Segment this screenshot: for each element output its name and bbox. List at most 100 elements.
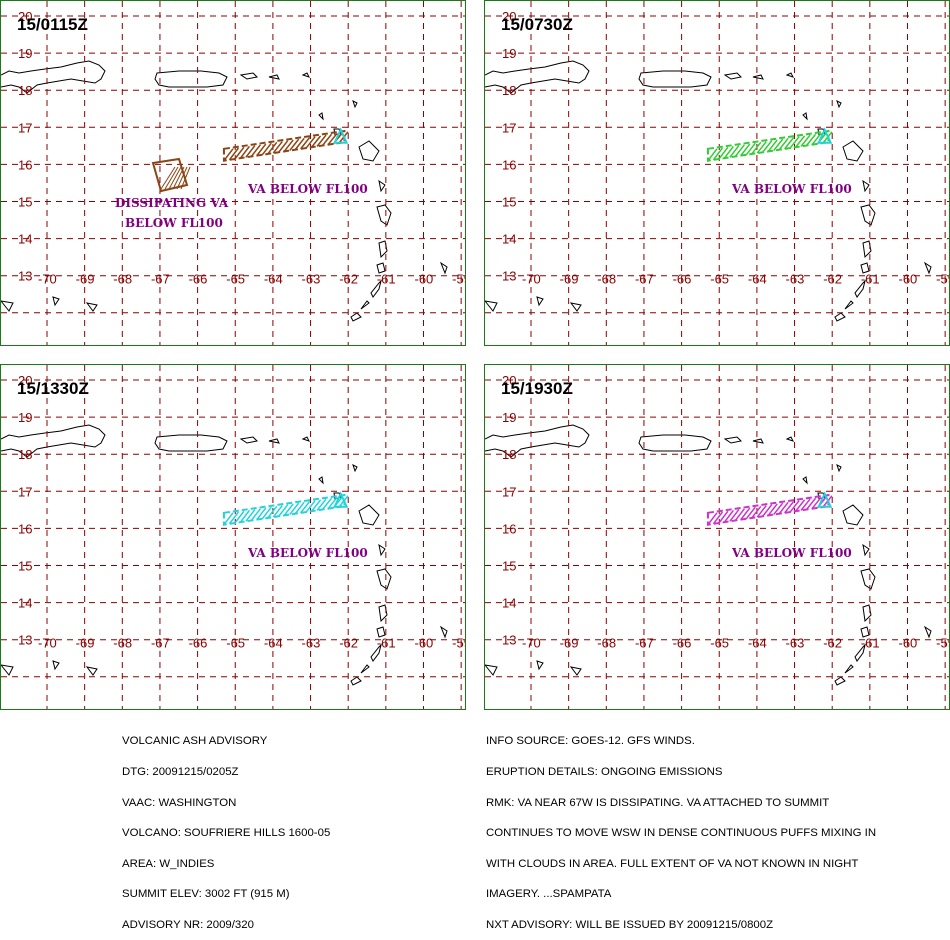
coastline	[52, 296, 60, 307]
ash-hatch	[272, 141, 283, 154]
lon-label: -67	[635, 271, 654, 286]
ash-hatch	[305, 500, 316, 513]
lat-label: 14	[18, 596, 32, 611]
ash-hatch	[729, 145, 740, 158]
ash-hatch	[762, 504, 773, 517]
coastline	[923, 261, 932, 275]
lon-label: -70	[38, 271, 57, 286]
ash-hatch	[267, 141, 278, 155]
lon-label: -59	[936, 271, 950, 286]
ash-hatch	[180, 166, 191, 190]
ash-hatch	[723, 509, 734, 523]
lon-label: -68	[113, 635, 132, 650]
coastline	[485, 300, 498, 312]
ash-hatch	[316, 498, 327, 511]
coastline	[318, 476, 324, 485]
lat-label: 14	[502, 232, 516, 247]
coastline	[239, 72, 259, 80]
coastline	[360, 664, 370, 674]
ash-hatch	[767, 503, 778, 516]
lon-label: -62	[339, 271, 358, 286]
coastline	[785, 72, 794, 78]
coastline	[352, 100, 358, 109]
lat-label: 20	[502, 9, 516, 24]
coastline	[268, 74, 280, 80]
advisory-line: AREA: W_INDIES	[122, 857, 215, 870]
lon-label: -68	[597, 271, 616, 286]
ash-hatch	[256, 143, 267, 157]
lat-label: 14	[18, 232, 32, 247]
ash-hatch	[256, 507, 267, 521]
lon-label: -68	[597, 635, 616, 650]
lon-label: -66	[673, 271, 692, 286]
lon-label: -62	[339, 635, 358, 650]
coastline	[154, 70, 228, 88]
coastline	[802, 476, 808, 485]
lat-label: 14	[502, 596, 516, 611]
lon-label: -64	[748, 271, 767, 286]
lat-label: 20	[18, 9, 32, 24]
lat-label: 13	[18, 269, 32, 284]
coastline	[85, 302, 98, 312]
coastline	[1, 300, 14, 312]
coastline	[154, 434, 228, 452]
ash-hatch	[707, 512, 718, 526]
ash-hatch	[773, 138, 784, 152]
lon-label: -64	[264, 271, 283, 286]
coastline	[350, 312, 362, 322]
lat-label: 18	[502, 83, 516, 98]
lon-label: -62	[823, 635, 842, 650]
coastline	[860, 204, 876, 226]
advisory-text-left: VOLCANIC ASH ADVISORY DTG: 20091215/0205…	[122, 716, 330, 940]
ash-hatch	[805, 133, 817, 146]
coastline	[376, 626, 386, 638]
ash-hatch	[272, 505, 283, 518]
lat-label: 19	[18, 410, 32, 425]
panel-time-label: 15/0115Z	[17, 15, 88, 34]
lon-label: -68	[113, 271, 132, 286]
lon-label: -65	[226, 271, 245, 286]
ash-hatch	[310, 499, 322, 512]
volcano-icon	[333, 491, 349, 508]
ash-hatch	[756, 505, 767, 518]
coastline	[52, 660, 60, 671]
coastline	[378, 543, 386, 557]
coastline	[301, 436, 310, 442]
lon-label: -59	[452, 635, 466, 650]
map-canvas: 20 19 18 17 16 15 14 13 -70 -69 -68 -67 -66 -65 -64 -63…	[485, 1, 950, 345]
coastline	[569, 666, 582, 676]
coastline	[376, 262, 386, 274]
ash-hatch	[321, 497, 333, 510]
ash-hatch	[789, 136, 800, 149]
coastline	[844, 300, 854, 310]
ash-hatch	[811, 132, 822, 146]
ash-hatch	[712, 511, 724, 525]
coastline	[358, 140, 380, 162]
lon-label: -69	[560, 635, 579, 650]
coastline	[862, 543, 870, 557]
advisory-text-right: INFO SOURCE: GOES-12. GFS WINDS. ERUPTIO…	[486, 716, 876, 940]
ash-hatch	[723, 145, 734, 159]
advisory-line: RMK: VA NEAR 67W IS DISSIPATING. VA ATTA…	[486, 796, 830, 809]
ash-cloud-polygon	[706, 129, 830, 162]
coastline	[485, 664, 498, 676]
ash-hatch	[300, 501, 311, 514]
ash-hatch	[228, 511, 240, 525]
coastline	[860, 626, 870, 638]
ash-hatch	[234, 146, 245, 160]
ash-hatch	[745, 142, 756, 156]
ash-hatch	[234, 510, 245, 524]
coastline	[485, 424, 590, 458]
lon-label: -69	[76, 271, 95, 286]
lat-label: 15	[18, 195, 32, 210]
lon-label: -64	[264, 635, 283, 650]
ash-hatch	[245, 145, 256, 158]
map-canvas: 20 19 18 17 16 15 14 13 -70 -69 -68 -67 -66 -65 -64 -63…	[1, 365, 466, 709]
lon-label: -61	[377, 271, 396, 286]
ash-hatch	[176, 166, 188, 190]
ash-cloud-polygon	[222, 493, 346, 526]
coastline	[638, 70, 712, 88]
ash-hatch	[300, 137, 311, 150]
lon-label: -61	[861, 271, 880, 286]
ash-hatch	[223, 512, 234, 526]
